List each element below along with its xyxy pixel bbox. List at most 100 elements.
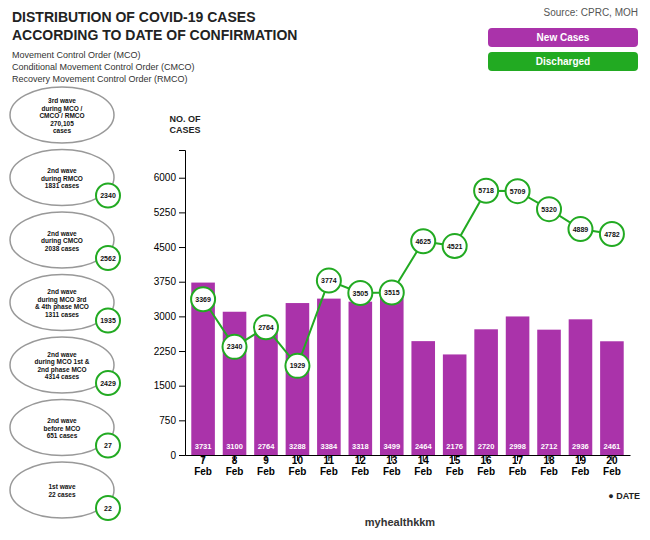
- x-tick: 20Feb: [603, 455, 621, 477]
- y-tick: 6000: [154, 172, 185, 183]
- line-label: 4889: [573, 226, 589, 233]
- y-axis-line: [179, 151, 186, 456]
- x-tick-label: 10Feb: [289, 455, 307, 477]
- bar-label: 2712: [541, 442, 558, 451]
- line-marker: [380, 281, 404, 305]
- text-line: 2nd wave: [47, 229, 77, 236]
- x-tick: 12Feb: [351, 455, 369, 477]
- y-tick-label: 6000: [154, 172, 177, 183]
- line-label: 5718: [478, 187, 494, 194]
- text-line: before MCO: [44, 424, 81, 431]
- line-marker: [254, 315, 278, 339]
- x-tick-label: 16Feb: [477, 455, 495, 477]
- text-line: Feb: [257, 466, 275, 477]
- y-tick-label: 3750: [154, 276, 177, 287]
- line-marker: [568, 217, 592, 241]
- text-line: cases: [53, 127, 71, 134]
- text-line: 1311 cases: [45, 310, 79, 317]
- text-line: 17: [512, 455, 524, 466]
- annotation-value: 22: [104, 505, 112, 512]
- text-line: Feb: [226, 466, 244, 477]
- text-line: 1831 cases: [45, 182, 80, 189]
- line-label: 5320: [541, 206, 557, 213]
- text-line: 651 cases: [47, 432, 78, 439]
- y-tick-mark: [179, 316, 185, 317]
- text-line: 15: [449, 455, 461, 466]
- y-tick-label: 750: [159, 415, 176, 426]
- y-tick: 4500: [154, 242, 185, 253]
- y-tick-label: 3000: [154, 311, 177, 322]
- subtitle: Recovery Movement Control Order (RMCO): [12, 74, 188, 84]
- annotation-value-circle: [96, 309, 120, 333]
- bar: [254, 327, 278, 455]
- line-marker: [223, 335, 247, 359]
- annotation-text: 1st wave22 cases: [48, 483, 75, 498]
- y-tick-mark: [179, 386, 185, 387]
- x-tick: 13Feb: [383, 455, 401, 477]
- annotation-value-circle: [96, 496, 120, 520]
- bar-label: 2464: [415, 442, 433, 451]
- bar-label: 3318: [352, 442, 369, 451]
- bar-label: 2720: [478, 442, 495, 451]
- text-line: 4314 cases: [45, 373, 80, 380]
- y-tick-mark: [179, 351, 185, 352]
- y-axis-title: NO. OFCASES: [169, 114, 201, 135]
- text-line: Feb: [351, 466, 369, 477]
- line-marker: [443, 234, 467, 258]
- bar-label: 2764: [258, 442, 276, 451]
- text-line: 9: [263, 455, 269, 466]
- x-tick-label: 17Feb: [509, 455, 527, 477]
- text-line: 2nd wave: [47, 288, 77, 295]
- annotation-value-circle: [96, 184, 120, 208]
- x-tick: 8Feb: [226, 455, 244, 477]
- bar-label: 3731: [195, 442, 212, 451]
- text-line: Feb: [540, 466, 558, 477]
- annotation-value: 2340: [100, 192, 116, 199]
- annotation-text: 2nd waveduring MCO 3rd& 4th phase MCO131…: [35, 288, 89, 318]
- legend-label: Discharged: [536, 56, 590, 67]
- footer: myhealthkkm: [365, 516, 436, 528]
- annotation-value: 1935: [100, 317, 116, 324]
- subtitle: Movement Control Order (MCO): [12, 50, 141, 60]
- title: DISTRIBUTION OF COVID-19 CASES: [12, 9, 255, 25]
- text-line: Feb: [509, 466, 527, 477]
- text-line: 3rd wave: [48, 97, 76, 104]
- text-line: 12: [355, 455, 367, 466]
- y-tick: 3750: [154, 276, 185, 287]
- bar-label: 2461: [604, 442, 621, 451]
- text-line: 11: [324, 455, 335, 466]
- x-tick-label: 9Feb: [257, 455, 275, 477]
- text-line: 14: [418, 455, 430, 466]
- line-label: 3505: [353, 290, 369, 297]
- line-marker: [411, 229, 435, 253]
- text-line: 22 cases: [48, 490, 75, 497]
- y-tick-mark: [179, 282, 185, 283]
- text-line: 1st wave: [48, 483, 75, 490]
- subtitle: Conditional Movement Control Order (CMCO…: [12, 62, 195, 72]
- bar-label: 2998: [509, 442, 526, 451]
- text-line: Feb: [414, 466, 432, 477]
- line-marker: [348, 281, 372, 305]
- line-label: 3515: [384, 289, 400, 296]
- line-marker: [285, 354, 309, 378]
- text-line: 2038 cases: [45, 244, 80, 251]
- bar: [600, 341, 624, 455]
- x-tick: 16Feb: [477, 455, 495, 477]
- bar: [506, 316, 530, 455]
- text-line: Feb: [477, 466, 495, 477]
- x-tick-label: 19Feb: [572, 455, 590, 477]
- data-labels: 3731310027643288338433183499246421762720…: [195, 187, 621, 451]
- y-tick-label: 4500: [154, 242, 177, 253]
- x-axis-title: ● DATE: [608, 491, 640, 501]
- text-line: Feb: [603, 466, 621, 477]
- line-label: 3369: [195, 296, 211, 303]
- y-tick-mark: [179, 247, 185, 248]
- text-line: 16: [481, 455, 493, 466]
- annotation-text: 2nd waveduring CMCO2038 cases: [41, 229, 83, 251]
- line-marker: [474, 179, 498, 203]
- bar-label: 2936: [572, 442, 589, 451]
- text-line: 2nd wave: [47, 350, 77, 357]
- text-line: 8: [232, 455, 238, 466]
- line-label: 3774: [321, 277, 337, 284]
- text-line: 2nd wave: [47, 167, 77, 174]
